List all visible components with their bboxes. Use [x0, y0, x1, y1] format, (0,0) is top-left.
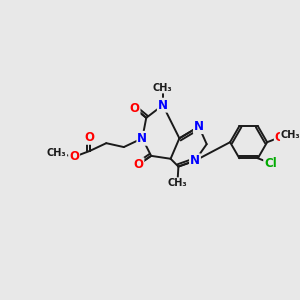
Text: N: N [158, 99, 168, 112]
Text: CH₃: CH₃ [168, 178, 187, 188]
Text: N: N [190, 154, 200, 167]
Text: CH₃: CH₃ [281, 130, 300, 140]
Text: O: O [69, 150, 79, 163]
Text: CH₃: CH₃ [47, 148, 66, 158]
Text: O: O [85, 131, 95, 144]
Text: O: O [130, 102, 140, 115]
Text: O: O [275, 131, 285, 144]
Text: Cl: Cl [264, 157, 277, 169]
Text: O: O [134, 158, 143, 171]
Text: N: N [194, 120, 204, 133]
Text: CH₃: CH₃ [153, 82, 172, 93]
Text: N: N [137, 132, 147, 145]
